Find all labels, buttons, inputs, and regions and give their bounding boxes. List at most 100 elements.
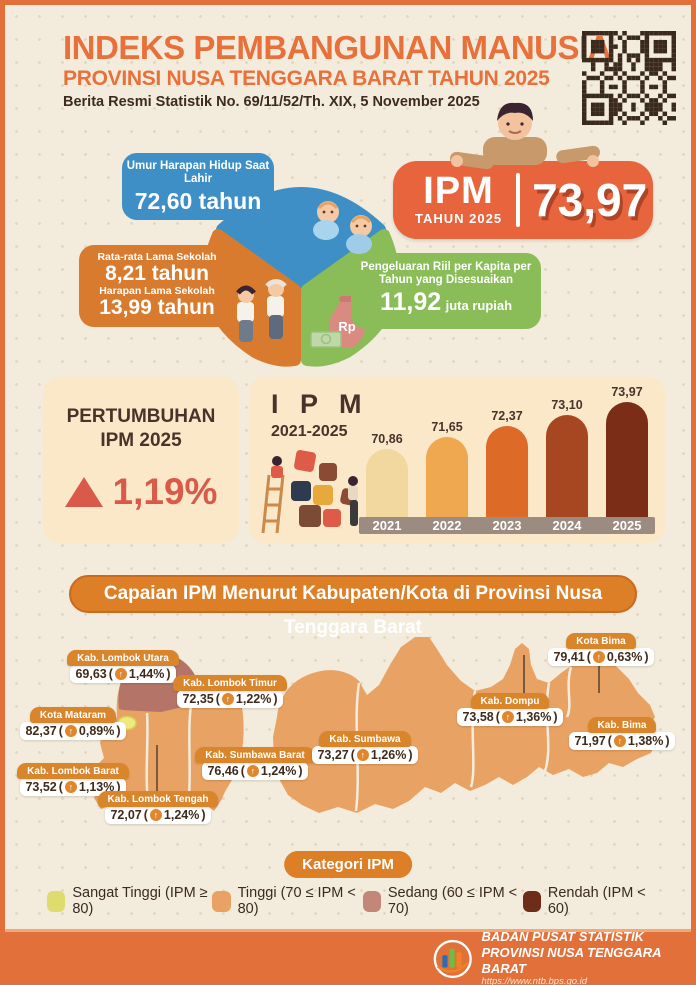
region-value: 79,41(↑ 0,63%): [548, 648, 654, 666]
growth-box: PERTUMBUHAN IPM 2025 1,19%: [43, 377, 239, 543]
up-arrow-icon: ↑: [221, 693, 234, 705]
map-callout-sumbawa: Kab. Sumbawa 73,27(↑ 1,26%): [297, 729, 433, 764]
bps-logo: [433, 939, 472, 978]
bar: [426, 437, 468, 517]
legend-item-tinggi: Tinggi (70 ≤ IPM < 80): [212, 885, 362, 917]
growth-title-line2: IPM 2025: [100, 429, 182, 451]
region-value: 82,37(↑ 0,89%): [20, 722, 126, 740]
up-arrow-icon: ↑: [246, 765, 259, 777]
bar-2022: 71,65 2022: [419, 420, 475, 534]
up-triangle-icon: [64, 476, 103, 507]
region-value: 72,07(↑ 1,24%): [105, 806, 211, 824]
footer: BADAN PUSAT STATISTIK PROVINSI NUSA TENG…: [5, 929, 691, 985]
footer-region: PROVINSI NUSA TENGGARA BARAT: [481, 945, 662, 976]
expenditure-label: Pengeluaran Riil per Kapita per Tahun ya…: [360, 261, 532, 287]
region-name: Kab. Lombok Timur: [173, 675, 287, 691]
bar-year-label: 2021: [372, 518, 402, 533]
ipm-year: TAHUN 2025: [415, 210, 503, 226]
map-callout-mataram: Kota Mataram 82,37(↑ 0,89%): [5, 705, 141, 740]
up-arrow-icon: ↑: [64, 725, 77, 737]
bar: [366, 449, 408, 517]
bar-value-label: 70,86: [371, 432, 403, 446]
officer-illustration: [450, 102, 600, 170]
expenditure-unit: juta rupiah: [445, 298, 513, 314]
region-value: 73,52(↑ 1,13%): [20, 778, 126, 796]
bar-year-label: 2023: [492, 518, 522, 533]
expected-schooling-value: 13,99 tahun: [99, 296, 215, 320]
map-callout-sumbawa-barat: Kab. Sumbawa Barat 76,46(↑ 1,24%): [187, 745, 323, 780]
footer-url[interactable]: https://www.ntb.bps.go.id: [481, 976, 588, 985]
map-callout-dompu: Kab. Dompu 73,58(↑ 1,36%): [442, 691, 578, 726]
page-subtitle: PROVINSI NUSA TENGGARA BARAT TAHUN 2025: [63, 67, 550, 90]
region-name: Kab. Bima: [587, 717, 657, 733]
region-value: 69,63(↑ 1,44%): [70, 665, 176, 683]
bar-value-label: 72,37: [491, 409, 523, 423]
region-name: Kab. Lombok Tengah: [97, 791, 219, 807]
map-callout-lombok-utara: Kab. Lombok Utara 69,63(↑ 1,44%): [55, 648, 191, 683]
region-value: 76,46(↑ 1,24%): [202, 762, 308, 780]
region-name: Kota Mataram: [29, 707, 117, 723]
mean-schooling-label: Rata-rata Lama Sekolah: [97, 251, 217, 263]
ipm-trend-chart: I P M 2021-2025 70,86 2021: [249, 377, 665, 543]
life-expectancy-box: Umur Harapan Hidup Saat Lahir 72,60 tahu…: [122, 153, 274, 220]
bar-year-label: 2024: [552, 518, 582, 533]
bar-2025: 73,97 2025: [599, 385, 655, 534]
region-value: 71,97(↑ 1,38%): [569, 732, 675, 750]
bar: [546, 415, 588, 517]
bar-2023: 72,37 2023: [479, 409, 535, 534]
bar-2024: 73,10 2024: [539, 398, 595, 534]
map-callout-kab-bima: Kab. Bima 71,97(↑ 1,38%): [554, 715, 690, 750]
region-value: 73,27(↑ 1,26%): [312, 746, 418, 764]
bar-value-label: 73,97: [611, 385, 643, 399]
legend-swatch: [362, 890, 381, 912]
legend-swatch: [522, 890, 541, 912]
region-name: Kab. Sumbawa Barat: [195, 747, 315, 763]
bar-value-label: 73,10: [551, 398, 583, 412]
expenditure-value: 11,92: [379, 288, 442, 317]
legend-title: Kategori IPM: [284, 851, 412, 878]
region-name: Kab. Dompu: [470, 693, 550, 709]
mean-schooling-value: 8,21 tahun: [105, 262, 209, 286]
legend-item-sedang: Sedang (60 ≤ IPM < 70): [362, 885, 523, 917]
growth-title-line1: PERTUMBUHAN: [66, 406, 216, 427]
life-expectancy-value: 72,60 tahun: [134, 188, 262, 215]
up-arrow-icon: ↑: [613, 735, 626, 747]
ipm-label: IPM: [423, 170, 494, 213]
region-name: Kab. Sumbawa: [319, 731, 411, 747]
qr-code-icon: [582, 31, 676, 125]
ipm-divider: [516, 173, 521, 227]
map-callout-kota-bima: Kota Bima 79,41(↑ 0,63%): [533, 631, 669, 666]
schooling-box: Rata-rata Lama Sekolah 8,21 tahun Harapa…: [79, 245, 235, 327]
expenditure-box: Pengeluaran Riil per Kapita per Tahun ya…: [351, 253, 541, 329]
growth-value: 1,19%: [112, 470, 218, 512]
region-name: Kab. Lombok Utara: [67, 650, 179, 666]
life-expectancy-label: Umur Harapan Hidup Saat Lahir: [126, 160, 270, 186]
ipm-value: 73,97: [532, 174, 648, 226]
babies-icon: [313, 201, 372, 254]
bar-2021: 70,86 2021: [359, 432, 415, 534]
map-callout-lombok-barat: Kab. Lombok Barat 73,52(↑ 1,13%): [5, 761, 141, 796]
legend-item-sangat-tinggi: Sangat Tinggi (IPM ≥ 80): [47, 885, 212, 917]
bar: [486, 426, 528, 517]
bar: [606, 402, 648, 517]
puzzle-team-illustration: [261, 450, 358, 534]
region-name: Kab. Lombok Barat: [17, 763, 129, 779]
release-info: Berita Resmi Statistik No. 69/11/52/Th. …: [63, 94, 480, 110]
bar-year-label: 2022: [432, 518, 462, 533]
footer-org: BADAN PUSAT STATISTIK: [481, 929, 644, 945]
chart-title: I P M: [271, 389, 369, 419]
up-arrow-icon: ↑: [501, 711, 514, 723]
region-value: 72,35(↑ 1,22%): [177, 690, 283, 708]
chart-subtitle: 2021-2025: [271, 423, 348, 440]
chart-axis-band: [359, 517, 655, 534]
region-value: 73,58(↑ 1,36%): [457, 708, 563, 726]
bar-value-label: 71,65: [431, 420, 463, 434]
bar-year-label: 2025: [612, 518, 642, 533]
svg-text:Rp: Rp: [338, 319, 355, 334]
legend-swatch: [47, 890, 66, 912]
page-title: INDEKS PEMBANGUNAN MANUSIA: [63, 29, 612, 66]
map-callout-lombok-tengah: Kab. Lombok Tengah 72,07(↑ 1,24%): [90, 789, 226, 824]
students-icon: [236, 279, 287, 342]
ipm-badge: IPM TAHUN 2025 73,97: [393, 161, 653, 239]
